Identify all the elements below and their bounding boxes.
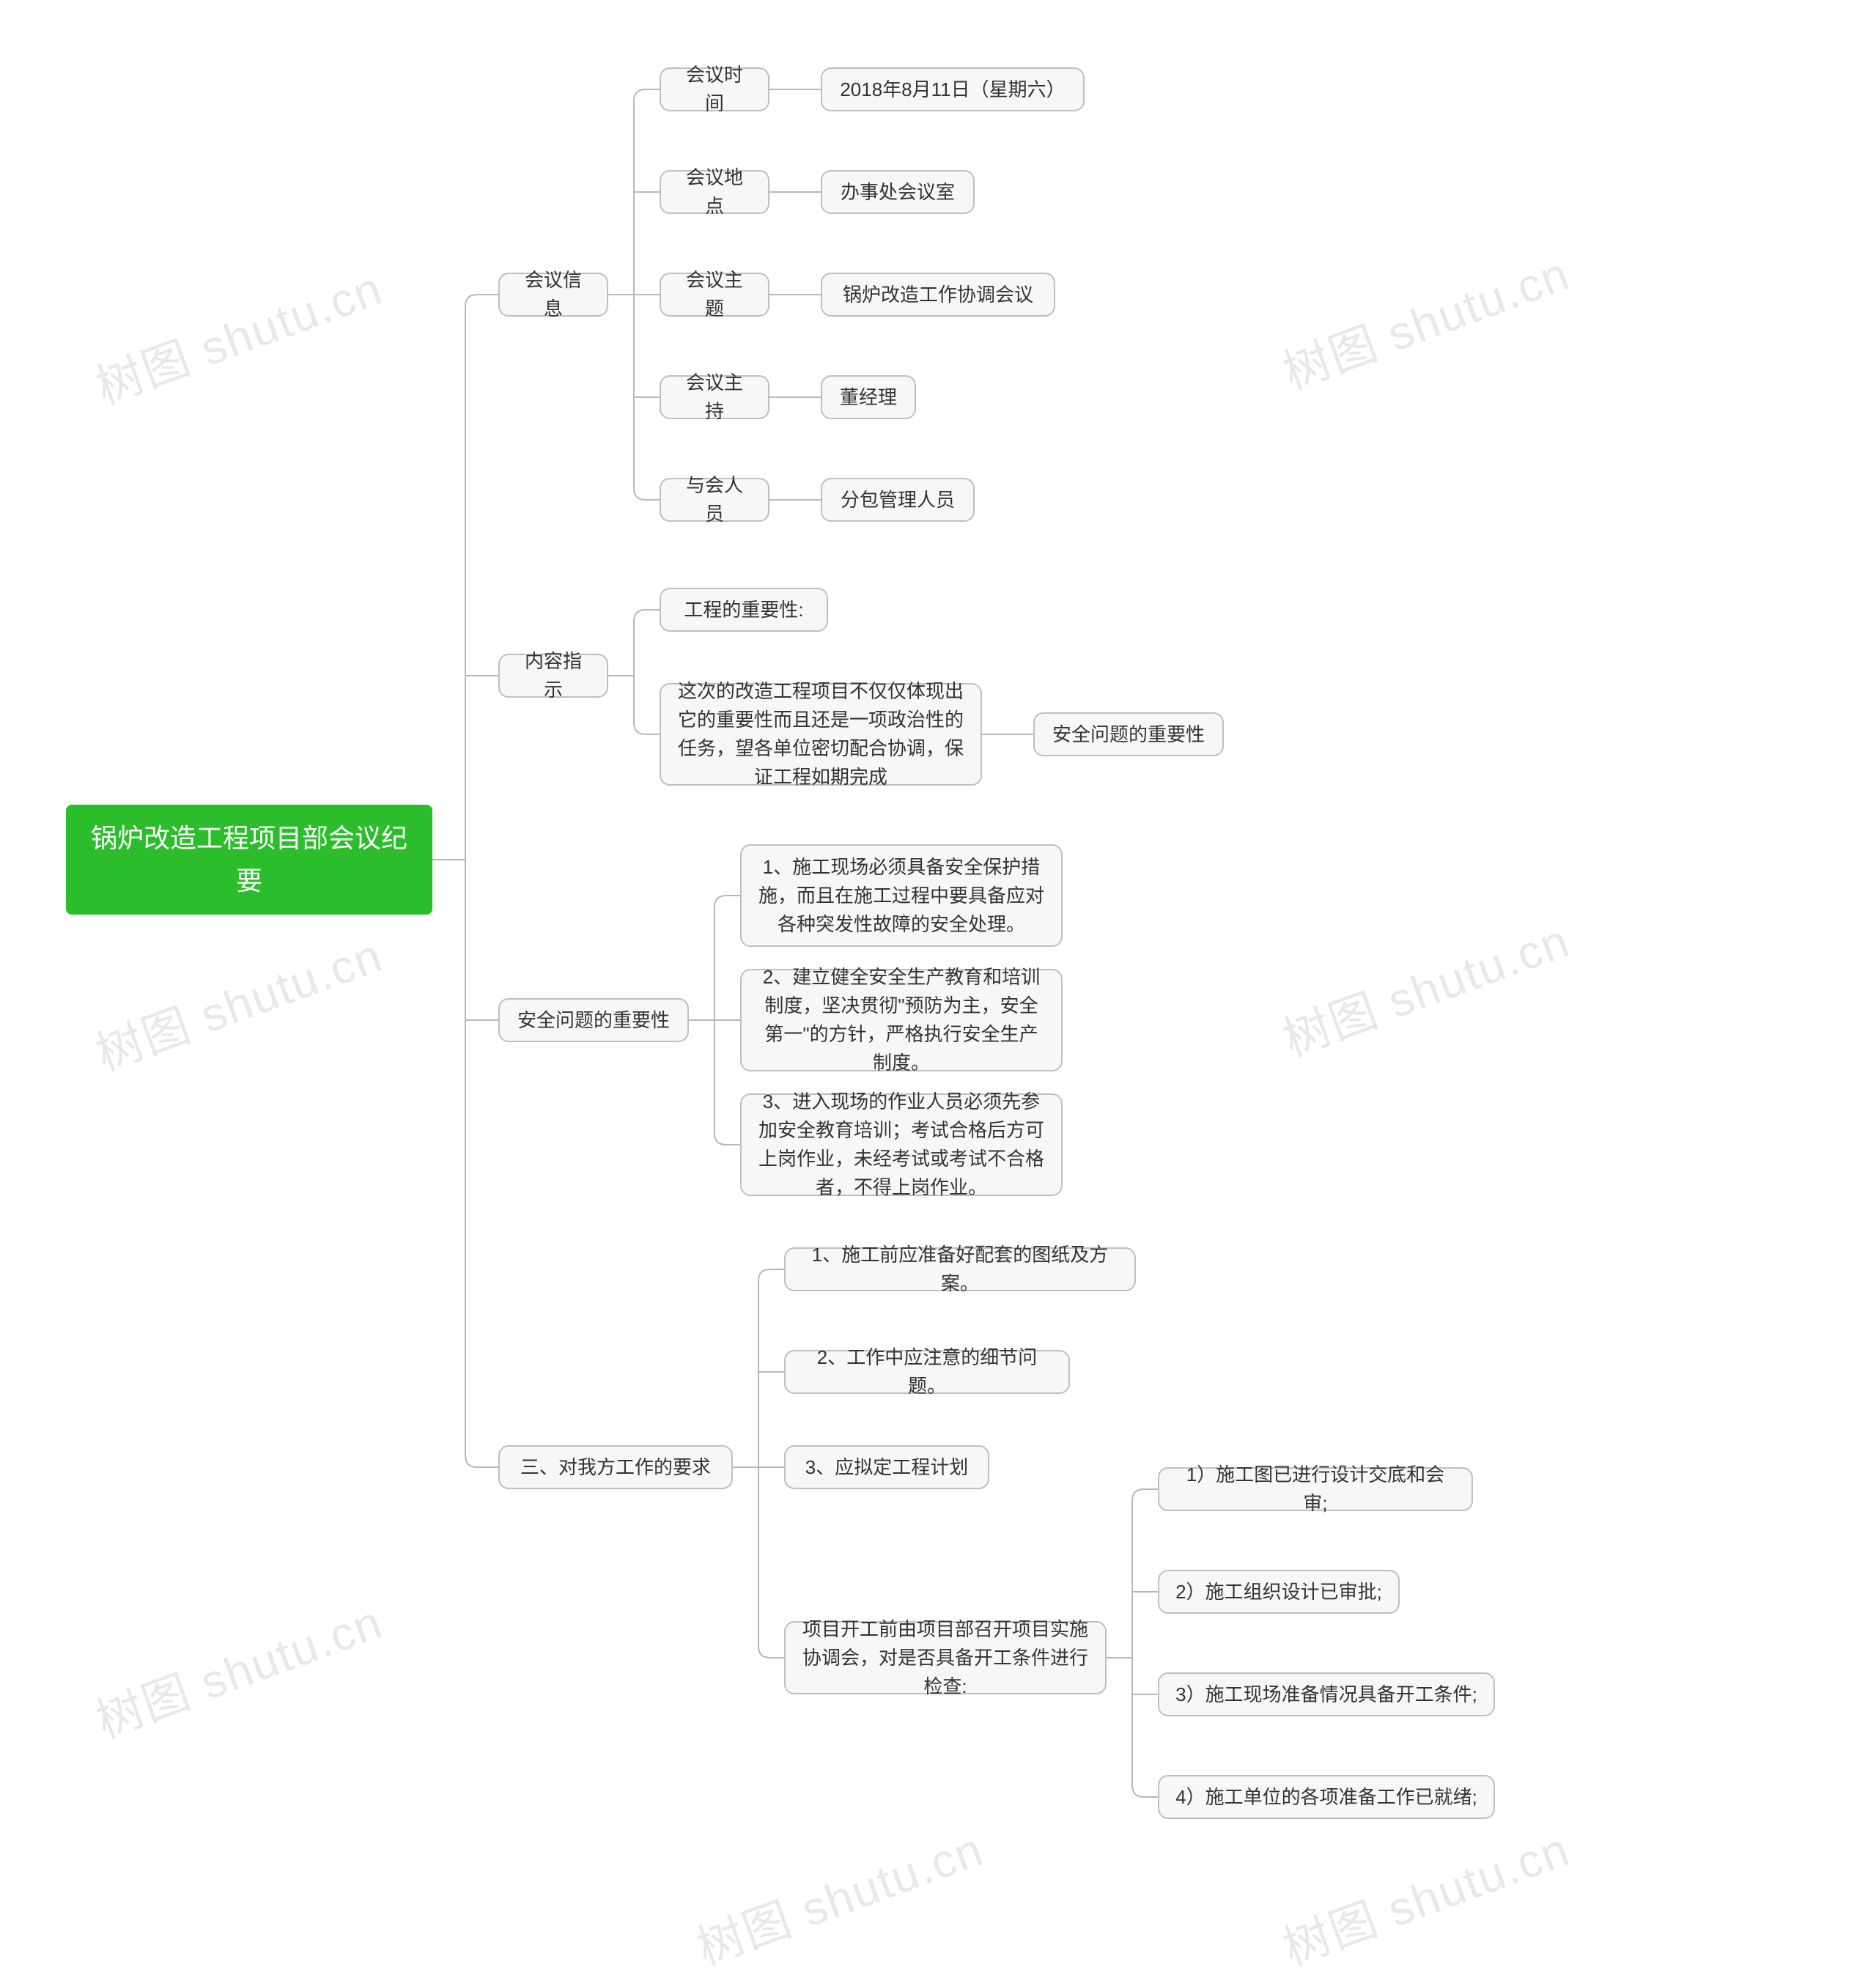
mindmap-node[interactable]: 1、施工前应准备好配套的图纸及方案。 bbox=[784, 1247, 1136, 1291]
mindmap-node[interactable]: 分包管理人员 bbox=[821, 478, 975, 522]
mindmap-node[interactable]: 会议时间 bbox=[660, 67, 769, 111]
mindmap-node[interactable]: 安全问题的重要性 bbox=[498, 998, 689, 1042]
mindmap-node[interactable]: 董经理 bbox=[821, 375, 916, 419]
mindmap-node[interactable]: 2、工作中应注意的细节问题。 bbox=[784, 1350, 1070, 1394]
mindmap-node[interactable]: 3）施工现场准备情况具备开工条件; bbox=[1158, 1672, 1495, 1716]
mindmap-node[interactable]: 1）施工图已进行设计交底和会审; bbox=[1158, 1467, 1473, 1511]
watermark: 树图 shutu.cn bbox=[86, 251, 391, 418]
mindmap-node[interactable]: 3、应拟定工程计划 bbox=[784, 1445, 989, 1489]
root-node[interactable]: 锅炉改造工程项目部会议纪要 bbox=[66, 805, 432, 915]
watermark: 树图 shutu.cn bbox=[1273, 1812, 1578, 1978]
mindmap-node[interactable]: 1、施工现场必须具备安全保护措施，而且在施工过程中要具备应对各种突发性故障的安全… bbox=[740, 844, 1063, 947]
mindmap-node[interactable]: 项目开工前由项目部召开项目实施协调会，对是否具备开工条件进行检查: bbox=[784, 1621, 1107, 1694]
mindmap-node[interactable]: 内容指示 bbox=[498, 654, 608, 698]
mindmap-node[interactable]: 会议地点 bbox=[660, 170, 769, 214]
watermark: 树图 shutu.cn bbox=[86, 1585, 391, 1752]
mindmap-node[interactable]: 这次的改造工程项目不仅仅体现出它的重要性而且还是一项政治性的任务，望各单位密切配… bbox=[660, 683, 982, 786]
watermark: 树图 shutu.cn bbox=[1273, 237, 1578, 403]
mindmap-node[interactable]: 锅炉改造工作协调会议 bbox=[821, 273, 1055, 317]
mindmap-node[interactable]: 2）施工组织设计已审批; bbox=[1158, 1570, 1400, 1614]
mindmap-node[interactable]: 4）施工单位的各项准备工作已就绪; bbox=[1158, 1775, 1495, 1819]
mindmap-node[interactable]: 2、建立健全安全生产教育和培训制度，坚决贯彻"预防为主，安全第一"的方针，严格执… bbox=[740, 969, 1063, 1071]
mindmap-node[interactable]: 2018年8月11日（星期六） bbox=[821, 67, 1085, 111]
mindmap-node[interactable]: 办事处会议室 bbox=[821, 170, 975, 214]
mindmap-node[interactable]: 三、对我方工作的要求 bbox=[498, 1445, 733, 1489]
watermark: 树图 shutu.cn bbox=[1273, 904, 1578, 1070]
mindmap-node[interactable]: 工程的重要性: bbox=[660, 588, 828, 632]
mindmap-node[interactable]: 会议信息 bbox=[498, 273, 608, 317]
mindmap-node[interactable]: 会议主持 bbox=[660, 375, 769, 419]
mindmap-node[interactable]: 与会人员 bbox=[660, 478, 769, 522]
mindmap-node[interactable]: 会议主题 bbox=[660, 273, 769, 317]
watermark: 树图 shutu.cn bbox=[86, 918, 391, 1085]
mindmap-canvas: 树图 shutu.cn 树图 shutu.cn 树图 shutu.cn 树图 s… bbox=[0, 0, 1876, 1967]
watermark: 树图 shutu.cn bbox=[687, 1812, 991, 1978]
mindmap-node[interactable]: 安全问题的重要性 bbox=[1033, 712, 1224, 756]
mindmap-node[interactable]: 3、进入现场的作业人员必须先参加安全教育培训；考试合格后方可上岗作业，未经考试或… bbox=[740, 1093, 1063, 1196]
